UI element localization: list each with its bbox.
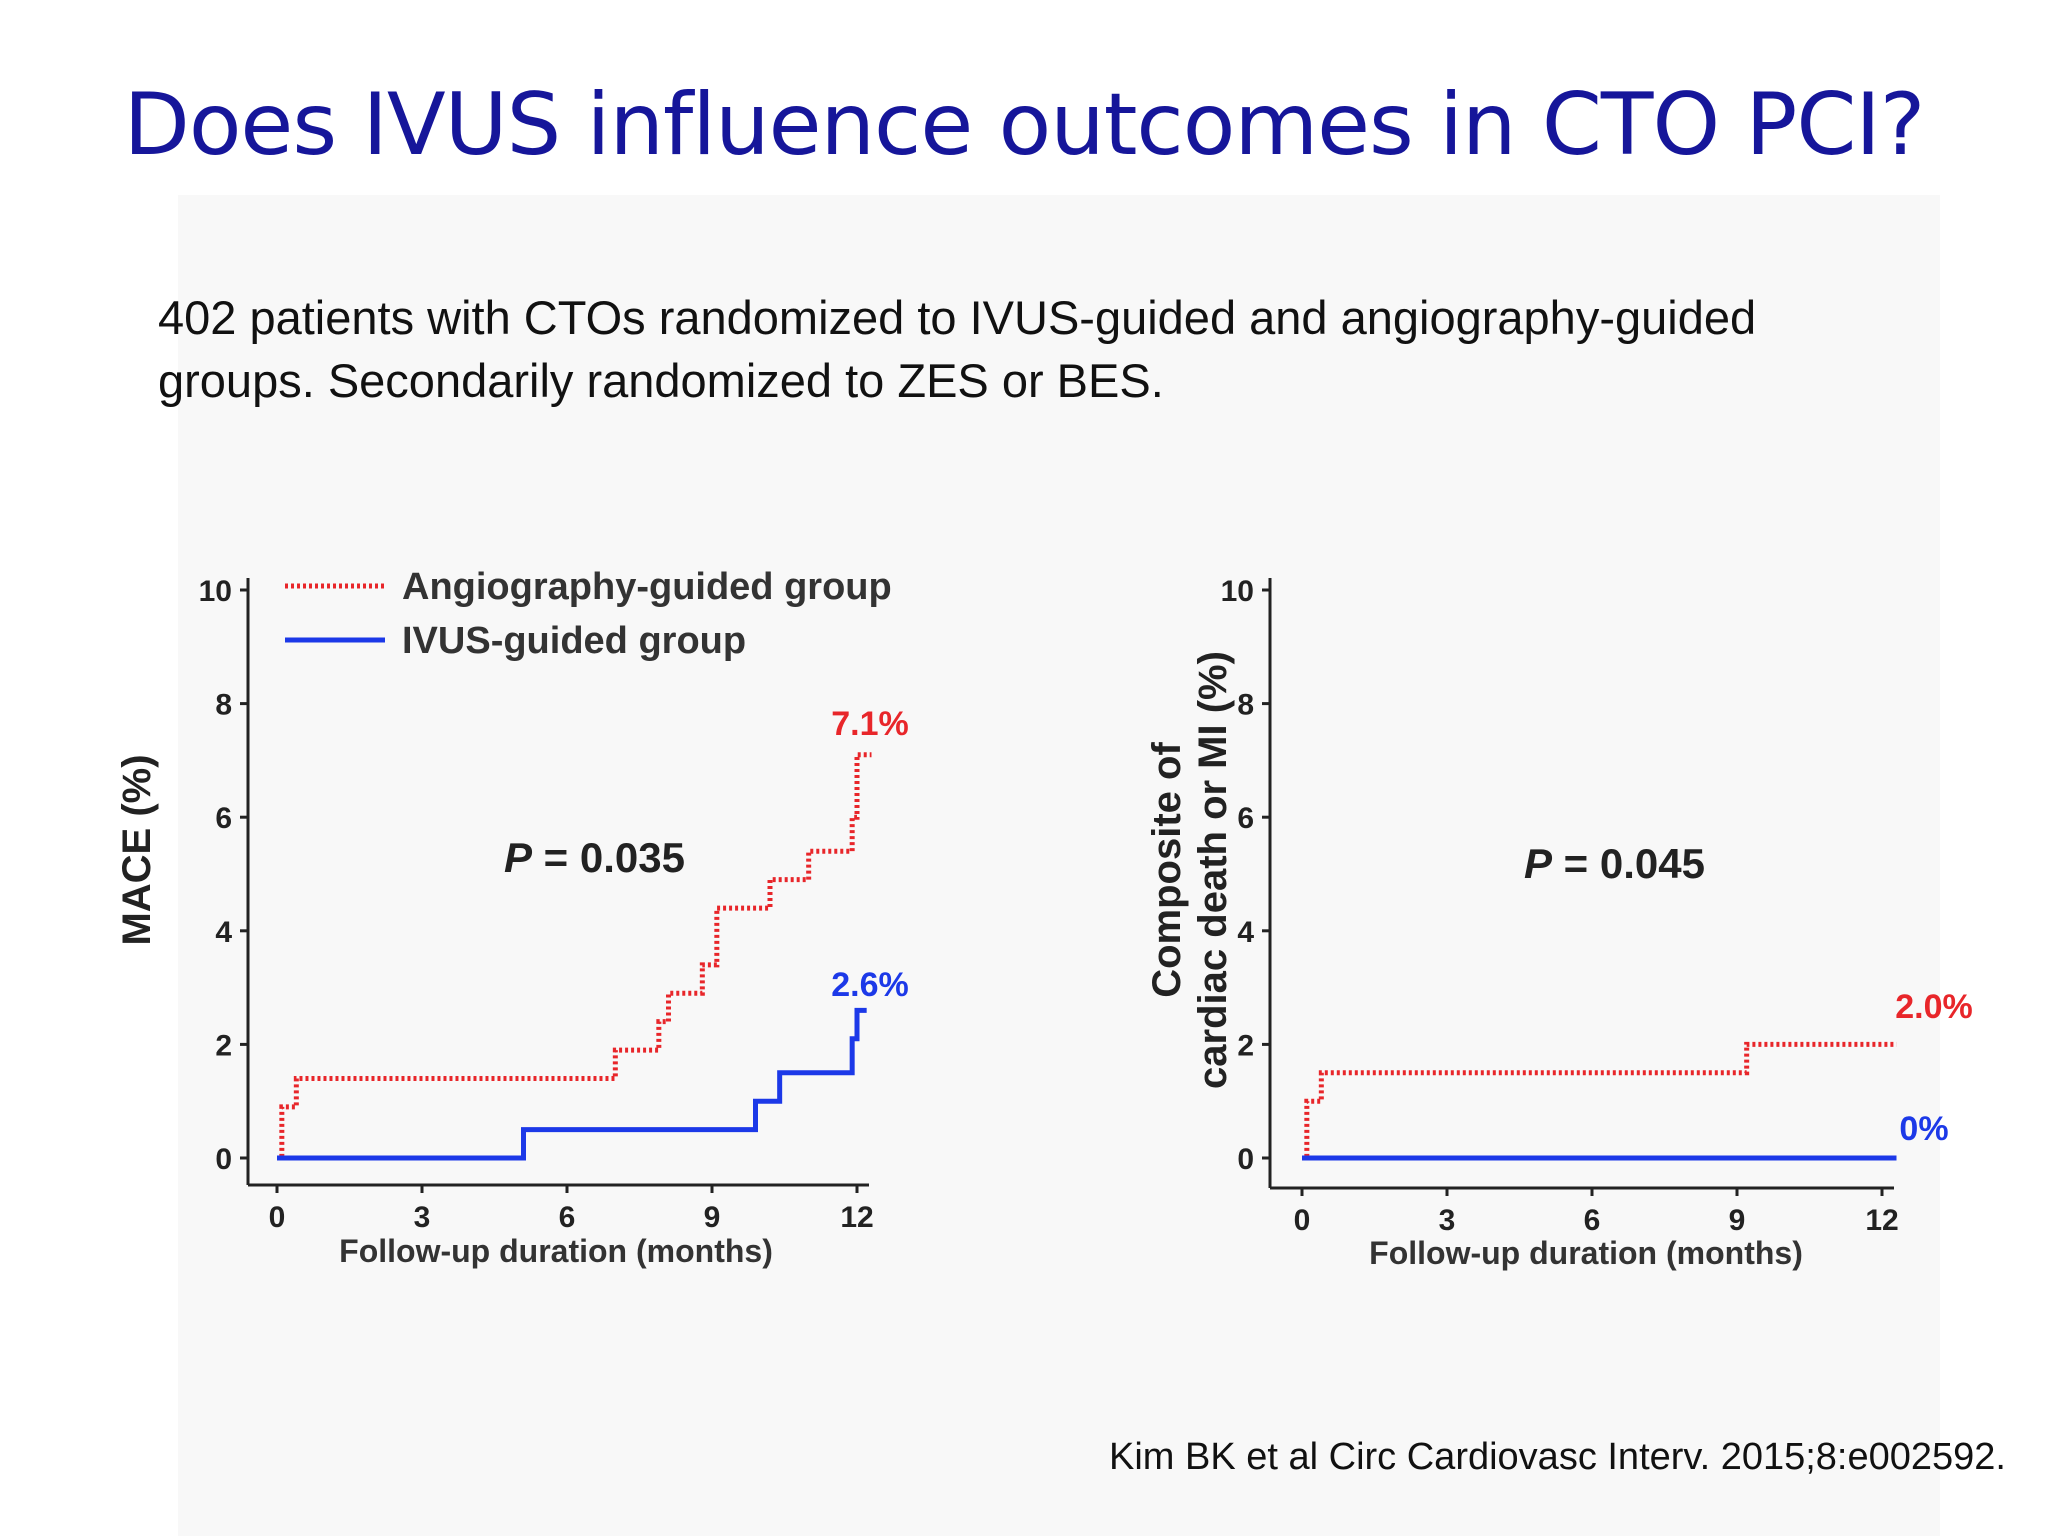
composite-x-tick-label: 12 xyxy=(1865,1204,1898,1237)
legend-label-angiography: Angiography-guided group xyxy=(402,566,892,608)
composite-y-tick-label: 10 xyxy=(1221,575,1254,608)
composite-ivus-end-label: 0% xyxy=(1899,1110,1948,1148)
mace-x-tick-label: 6 xyxy=(559,1201,576,1234)
slide-subtitle: 402 patients with CTOs randomized to IVU… xyxy=(158,286,1958,412)
composite-axes: 0 2 4 6 8 10 0 3 6 9 12 xyxy=(1221,575,1899,1237)
mace-x-axis-label: Follow-up duration (months) xyxy=(339,1233,773,1269)
composite-x-axis-label: Follow-up duration (months) xyxy=(1369,1235,1803,1271)
mace-y-tick-label: 4 xyxy=(215,916,232,949)
figure-background xyxy=(178,195,1940,1536)
composite-y-tick-label: 0 xyxy=(1237,1143,1254,1176)
mace-angiography-end-label: 7.1% xyxy=(831,705,909,743)
composite-y-axis-label-line-1: Composite of xyxy=(1145,742,1189,998)
composite-x-tick-label: 9 xyxy=(1729,1204,1746,1237)
mace-y-tick-label: 8 xyxy=(215,689,232,722)
subtitle-line-2: groups. Secondarily randomized to ZES or… xyxy=(158,354,1164,407)
composite-p-value: P = 0.045 xyxy=(1524,840,1705,887)
mace-ivus-end-label: 2.6% xyxy=(831,966,909,1004)
mace-legend: Angiography-guided group IVUS-guided gro… xyxy=(285,566,892,662)
mace-x-tick-label: 12 xyxy=(840,1201,873,1234)
mace-x-tick-label: 3 xyxy=(414,1201,431,1234)
mace-p-symbol: P xyxy=(504,834,533,881)
citation: Kim BK et al Circ Cardiovasc Interv. 201… xyxy=(1109,1436,2006,1478)
composite-y-tick-label: 4 xyxy=(1237,916,1254,949)
composite-x-tick-label: 0 xyxy=(1294,1204,1311,1237)
mace-y-tick-label: 0 xyxy=(215,1143,232,1176)
composite-p-symbol: P xyxy=(1524,840,1553,887)
composite-angiography-end-label: 2.0% xyxy=(1895,988,1973,1026)
composite-y-axis-label-line-2: cardiac death or MI (%) xyxy=(1191,651,1235,1089)
subtitle-line-1: 402 patients with CTOs randomized to IVU… xyxy=(158,291,1757,344)
composite-p-text: = 0.045 xyxy=(1552,840,1705,887)
composite-angiography-line xyxy=(1302,1041,1897,1161)
mace-y-tick-label: 6 xyxy=(215,802,232,835)
mace-axes: 0 2 4 6 8 10 0 3 6 9 12 xyxy=(199,575,874,1234)
mace-ivus-line xyxy=(277,1007,867,1161)
composite-y-tick-label: 6 xyxy=(1237,802,1254,835)
slide-title: Does IVUS influence outcomes in CTO PCI? xyxy=(123,75,1926,175)
legend-label-ivus: IVUS-guided group xyxy=(402,620,746,662)
composite-y-tick-label: 8 xyxy=(1237,689,1254,722)
mace-y-axis-label: MACE (%) xyxy=(115,754,159,945)
composite-y-tick-label: 2 xyxy=(1237,1029,1254,1062)
mace-y-tick-label: 2 xyxy=(215,1029,232,1062)
mace-p-text: = 0.035 xyxy=(532,834,685,881)
mace-x-tick-label: 9 xyxy=(704,1201,721,1234)
composite-y-axis-label: Composite of cardiac death or MI (%) xyxy=(1145,651,1235,1089)
composite-x-tick-label: 3 xyxy=(1439,1204,1456,1237)
mace-y-tick-label: 10 xyxy=(199,575,232,608)
mace-x-tick-label: 0 xyxy=(269,1201,286,1234)
composite-x-tick-label: 6 xyxy=(1584,1204,1601,1237)
mace-p-value: P = 0.035 xyxy=(504,834,685,881)
mace-marks: 7.1% 2.6% xyxy=(277,705,909,1161)
composite-marks: 2.0% 0% xyxy=(1302,988,1973,1161)
